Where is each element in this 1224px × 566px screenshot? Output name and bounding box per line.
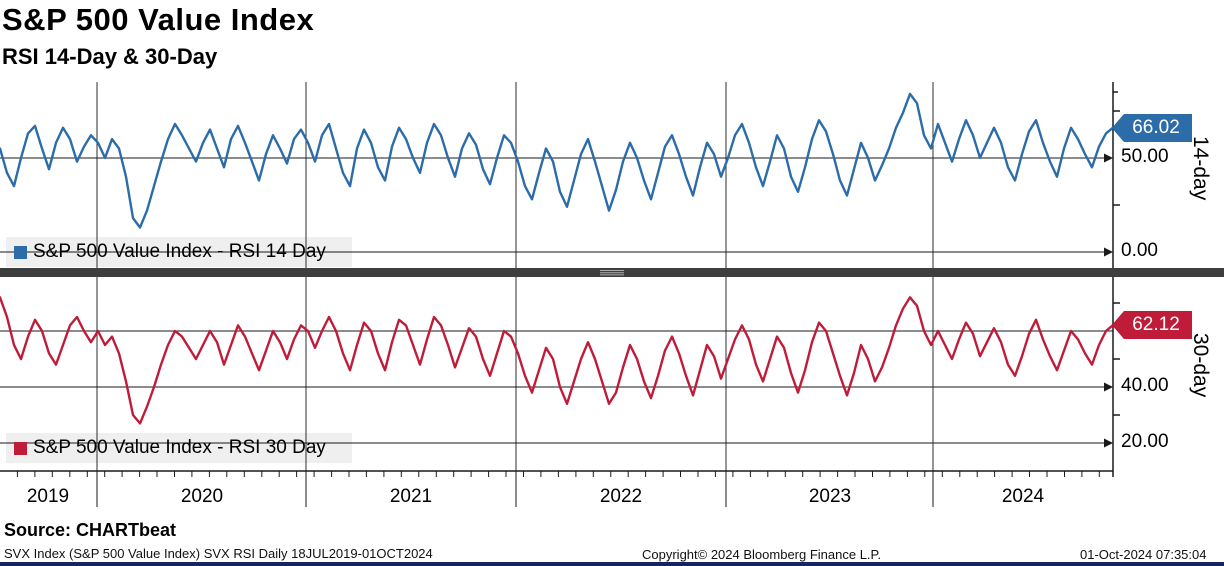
y-tick-label-20: 20.00: [1121, 431, 1169, 452]
x-tick-2020: 2020: [180, 486, 224, 507]
vertical-gridlines-bottom-panel: [96, 277, 934, 471]
panel-label-30-day: 30-day: [1189, 333, 1212, 398]
source-label: Source: CHARTbeat: [4, 520, 177, 540]
right-axis: [1112, 82, 1120, 477]
rsi14-last-value: 66.02: [1132, 117, 1180, 138]
horizontal-gridlines-bottom-panel: [0, 330, 1113, 448]
rsi30-last-value: 62.12: [1132, 314, 1180, 335]
y-tick-label-40: 40.00: [1121, 375, 1169, 396]
rsi14-legend-swatch-icon: [14, 245, 27, 259]
bottom-bar: [0, 562, 1224, 566]
x-axis-year-separators: [96, 471, 934, 507]
rsi14-series-line: [0, 92, 1115, 229]
x-tick-2023: 2023: [808, 486, 852, 507]
y-tick-label-50: 50.00: [1121, 146, 1169, 167]
x-tick-2024: 2024: [1001, 486, 1045, 507]
copyright-text: Copyright© 2024 Bloomberg Finance L.P.: [642, 547, 882, 562]
legend-bg-rsi30: [6, 433, 352, 463]
x-axis-minor-ticks: [16, 471, 1100, 477]
rsi14-last-value-tag: 66.02: [1112, 114, 1192, 142]
page-subtitle: RSI 14-Day & 30-Day: [2, 44, 218, 69]
divider-grip-icon: [600, 270, 624, 276]
x-tick-2022: 2022: [599, 486, 643, 507]
timestamp: 01-Oct-2024 07:35:04: [1080, 547, 1207, 562]
legend-rsi30[interactable]: S&P 500 Value Index - RSI 30 Day: [6, 433, 360, 463]
x-tick-2019: 2019: [26, 486, 70, 507]
y-tick-label-0: 0.00: [1121, 240, 1158, 261]
vertical-gridlines-top-panel: [96, 82, 934, 268]
rsi30-series-line: [0, 296, 1115, 425]
panel-label-14-day: 14-day: [1189, 136, 1212, 201]
rsi30-legend-swatch-icon: [14, 441, 27, 455]
rsi14-legend-label: S&P 500 Value Index - RSI 14 Day: [33, 241, 326, 262]
x-tick-2021: 2021: [389, 486, 433, 507]
page-title: S&P 500 Value Index: [2, 2, 315, 37]
rsi30-legend-label: S&P 500 Value Index - RSI 30 Day: [33, 437, 326, 458]
rsi30-last-value-tag: 62.12: [1112, 311, 1192, 339]
ticker-info: SVX Index (S&P 500 Value Index) SVX RSI …: [4, 546, 433, 561]
panel-divider[interactable]: [0, 268, 1224, 277]
legend-rsi14[interactable]: S&P 500 Value Index - RSI 14 Day: [6, 237, 360, 267]
